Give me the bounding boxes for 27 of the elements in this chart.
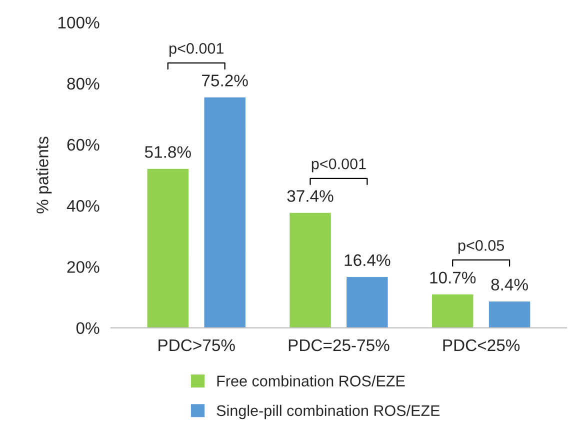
annotation: p<0.001	[170, 42, 224, 57]
bar	[204, 97, 246, 328]
bar	[432, 294, 474, 328]
y-tick-label: 100%	[58, 16, 100, 29]
bar	[290, 212, 331, 328]
y-tick-label: 0%	[76, 322, 100, 334]
bar	[488, 301, 530, 328]
annotation: p<0.001	[312, 158, 366, 172]
y-tick-label: 40%	[66, 200, 100, 212]
annotation: p<0.05	[458, 240, 504, 254]
data-label: 8.4%	[491, 278, 528, 291]
x-tick-label: PDC<25%	[443, 339, 520, 352]
x-tick-label: PDC>75%	[158, 339, 235, 352]
data-label: 16.4%	[344, 254, 390, 266]
legend-label: Single-pill combination ROS/EZE	[216, 404, 440, 420]
bar	[346, 277, 388, 328]
y-axis-title: % patients	[36, 136, 52, 214]
y-tick-label: 80%	[67, 78, 100, 90]
bar	[147, 168, 189, 328]
x-tick-label: PDC=25-75%	[288, 339, 390, 352]
y-tick-label: 60%	[67, 138, 100, 151]
data-label: 75.2%	[202, 74, 248, 86]
data-label: 37.4%	[287, 190, 334, 202]
y-tick-label: 20%	[67, 261, 100, 273]
data-label: 10.7%	[430, 272, 476, 284]
legend-label: Free combination ROS/EZE	[217, 375, 405, 386]
data-label: 51.8%	[144, 146, 191, 158]
